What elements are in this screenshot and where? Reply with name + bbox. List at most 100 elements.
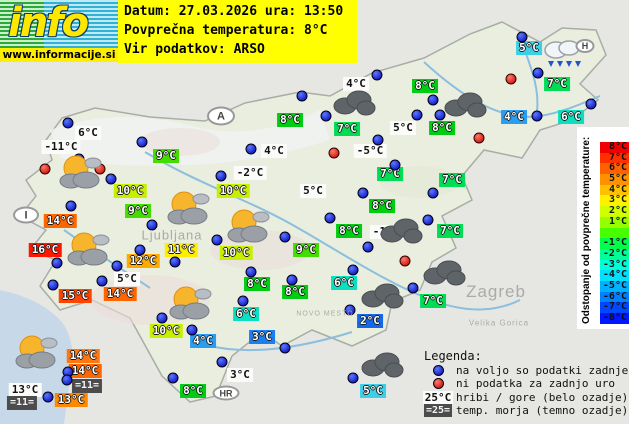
- station-dot-fresh: [134, 244, 146, 256]
- station-badge: 3°C: [227, 368, 253, 382]
- station-dot-fresh: [169, 256, 181, 268]
- station-badge: 4°C: [190, 334, 216, 348]
- scale-row: 8°C: [600, 141, 629, 153]
- station-badge: 8°C: [336, 224, 362, 238]
- station-dot-fresh: [411, 109, 423, 121]
- scale-row: -7°C: [600, 302, 629, 313]
- station-badge: 10°C: [219, 246, 253, 260]
- dark-cloud-icon: [361, 282, 405, 310]
- station-dot-fresh: [156, 312, 168, 324]
- chip-icon: 25°C: [420, 390, 456, 404]
- station-dot-fresh: [371, 69, 383, 81]
- legend: Legenda: na voljo so podatki zadnje uren…: [420, 349, 629, 417]
- station-dot-fresh: [320, 110, 332, 122]
- station-dot-fresh: [344, 304, 356, 316]
- station-dot-fresh: [245, 266, 257, 278]
- sea-temp-chip-sample: =25=: [423, 404, 453, 417]
- station-badge: -11°C: [41, 140, 81, 154]
- station-badge: 8°C: [412, 79, 438, 93]
- station-badge: 4°C: [261, 144, 287, 158]
- anomaly-scale: 8°C 7°C 6°C 5°C 4°C 3°C 2°C 1°C -1°C -2°C -3°C -4°C…: [600, 141, 629, 324]
- station-dot-fresh: [427, 187, 439, 199]
- scale-row: 6°C: [600, 163, 629, 175]
- station-badge: 6°C: [233, 307, 259, 321]
- station-badge: =11=: [71, 379, 103, 393]
- legend-title: Legenda:: [424, 349, 482, 363]
- station-dot-fresh: [237, 295, 249, 307]
- station-badge: 13°C: [8, 383, 42, 397]
- station-badge: 8°C: [180, 384, 206, 398]
- station-dot-stale: [328, 147, 340, 159]
- station-dot-fresh: [215, 170, 227, 182]
- station-badge: 8°C: [277, 113, 303, 127]
- station-badge: 4°C: [343, 77, 369, 91]
- station-badge: 7°C: [439, 173, 465, 187]
- legend-item: na voljo so podatki zadnje ure: [420, 364, 629, 377]
- station-dot-fresh: [105, 173, 117, 185]
- station-badge: 10°C: [113, 184, 147, 198]
- header-date-line: Datum: 27.03.2026 ura: 13:50: [124, 4, 344, 19]
- station-dot-fresh: [216, 356, 228, 368]
- station-badge: 3°C: [249, 330, 275, 344]
- logo-url-link[interactable]: www.informacije.si: [0, 48, 118, 62]
- header-avgtemp-line: Povprečna temperatura: 8°C: [124, 23, 328, 38]
- city-label: Velika Gorica: [468, 318, 530, 328]
- station-badge: 9°C: [153, 149, 179, 163]
- station-dot-fresh: [51, 257, 63, 269]
- station-badge: 9°C: [125, 204, 151, 218]
- station-dot-stale: [505, 73, 517, 85]
- station-dot-fresh: [111, 260, 123, 272]
- scale-row: 1°C: [600, 216, 629, 228]
- stale-dot-icon: [420, 378, 456, 389]
- station-badge: -5°C: [353, 144, 387, 158]
- dark-cloud-icon: [423, 259, 467, 287]
- station-dot-fresh: [324, 212, 336, 224]
- station-dot-fresh: [407, 282, 419, 294]
- station-dot-fresh: [96, 275, 108, 287]
- station-badge: 6°C: [331, 276, 357, 290]
- city-label: Ljubljana: [141, 227, 203, 243]
- station-badge: 10°C: [149, 324, 183, 338]
- sun-cloud-icon: [164, 190, 212, 226]
- station-badge: 5°C: [300, 184, 326, 198]
- station-badge: 14°C: [103, 287, 137, 301]
- sun-cloud-icon: [166, 285, 214, 321]
- station-badge: 14°C: [68, 364, 102, 378]
- station-badge: 5°C: [114, 272, 140, 286]
- country-sign-hr: HR: [212, 385, 240, 401]
- scale-row: -8°C: [600, 312, 629, 324]
- sun-cloud-icon: [56, 154, 104, 190]
- scale-row: 4°C: [600, 184, 629, 196]
- station-badge: 10°C: [216, 184, 250, 198]
- station-badge: 14°C: [66, 349, 100, 363]
- city-label: Zagreb: [466, 282, 526, 301]
- city-label: NOVO MESTO: [296, 310, 354, 318]
- scale-row: [600, 227, 629, 239]
- sun-cloud-icon: [64, 231, 112, 267]
- station-badge: 9°C: [293, 243, 319, 257]
- station-badge: 8°C: [429, 121, 455, 135]
- country-sign-a: A: [207, 106, 235, 126]
- chip-icon: =25=: [420, 404, 456, 417]
- station-badge: 5°C: [390, 121, 416, 135]
- station-badge: 2°C: [357, 314, 383, 328]
- dark-cloud-icon: [361, 351, 405, 379]
- station-dot-fresh: [532, 67, 544, 79]
- dark-cloud-icon: [333, 89, 377, 117]
- station-dot-fresh: [42, 391, 54, 403]
- station-badge: 6°C: [558, 110, 584, 124]
- station-badge: 11°C: [164, 243, 198, 257]
- station-dot-fresh: [434, 109, 446, 121]
- legend-item: =25= temp. morja (temno ozadje): [420, 404, 629, 417]
- station-dot-fresh: [422, 214, 434, 226]
- station-dot-fresh: [427, 94, 439, 106]
- station-badge: 12°C: [126, 254, 160, 268]
- station-badge: -2°C: [233, 166, 267, 180]
- station-dot-stale: [39, 163, 51, 175]
- station-dot-fresh: [531, 110, 543, 122]
- station-badge: =11=: [6, 396, 38, 410]
- station-badge: 7°C: [544, 77, 570, 91]
- station-badge: 7°C: [420, 294, 446, 308]
- station-dot-fresh: [167, 372, 179, 384]
- station-dot-fresh: [357, 187, 369, 199]
